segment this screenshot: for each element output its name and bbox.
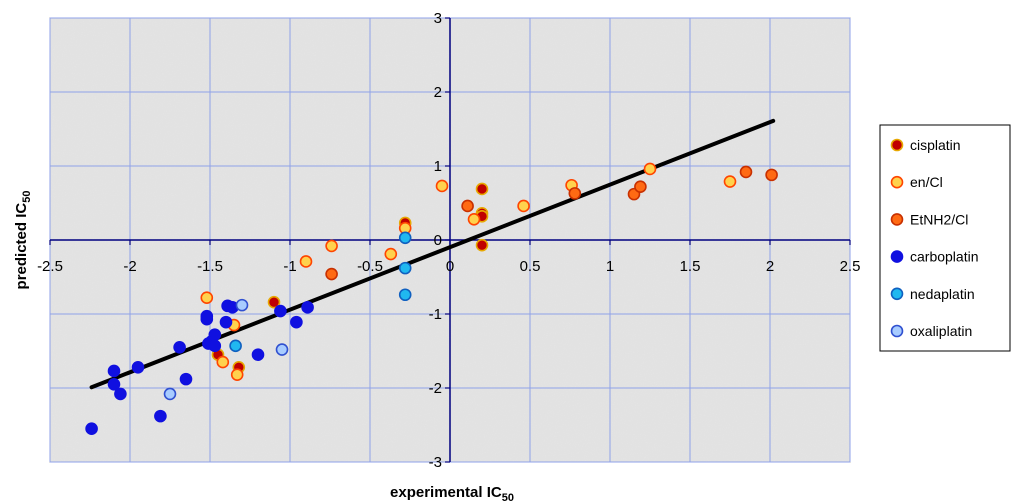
point-carboplatin [179, 372, 193, 386]
x-tick-labels: -2.5 -2 -1.5 -1 -0.5 0 0.5 1 1.5 2 2.5 [37, 258, 860, 275]
legend-label-carboplatin: carboplatin [910, 249, 979, 265]
point-en-cl [435, 179, 449, 193]
point-etnh2-cl [634, 180, 647, 194]
x-tick-label: 1.5 [680, 258, 701, 275]
point-cisplatin [475, 238, 489, 252]
x-axis-title-subscript: 50 [502, 492, 514, 501]
legend-marker-cisplatin [890, 138, 904, 152]
x-tick-label: -2.5 [37, 258, 63, 275]
legend-marker-oxaliplatin [890, 324, 904, 338]
point-en-cl [467, 212, 481, 226]
point-nedaplatin [398, 231, 412, 245]
legend-items: cisplatin en/Cl EtNH2/Cl carboplatin nedapla… [890, 137, 979, 339]
point-etnh2-cl [325, 267, 338, 281]
legend-label-etnh2-cl: EtNH2/Cl [910, 211, 968, 227]
point-etnh2-cl [461, 199, 474, 213]
point-en-cl [299, 255, 313, 268]
x-tick-label: 2.5 [840, 258, 861, 275]
point-carboplatin [154, 409, 167, 423]
point-carboplatin [301, 301, 314, 314]
point-en-cl [230, 368, 244, 381]
point-en-cl [200, 291, 214, 305]
y-axis-title-subscript: 50 [21, 191, 33, 203]
point-oxaliplatin [235, 298, 249, 312]
point-nedaplatin [398, 288, 412, 302]
y-tick-label: 1 [434, 158, 442, 175]
y-axis-title-main: predicted IC [13, 203, 30, 290]
point-carboplatin [107, 364, 121, 378]
point-en-cl [325, 239, 338, 253]
legend-marker-nedaplatin [890, 287, 904, 301]
legend-label-cisplatin: cisplatin [910, 137, 961, 153]
data-points [85, 162, 778, 436]
y-tick-label: 0 [434, 232, 442, 249]
point-nedaplatin [398, 261, 412, 275]
legend-box [879, 124, 1011, 352]
point-carboplatin [219, 315, 233, 329]
point-oxaliplatin [275, 343, 289, 356]
axes [49, 17, 851, 463]
plot-area: -2.5 -2 -1.5 -1 -0.5 0 0.5 1 1.5 2 2.5 -3 -2 -1 0 1 2 3 [37, 10, 860, 471]
point-carboplatin [131, 360, 145, 374]
x-tick-label: -0.5 [357, 258, 383, 275]
point-carboplatin [274, 304, 287, 318]
point-en-cl [216, 355, 230, 369]
y-axis-title: predicted IC50 [13, 191, 33, 290]
y-tick-label: -3 [429, 454, 442, 471]
x-axis-title-main: experimental IC [390, 484, 502, 501]
legend-marker-carboplatin [890, 250, 904, 263]
point-etnh2-cl [765, 168, 778, 182]
point-etnh2-cl [568, 187, 582, 200]
x-tick-label: -1.5 [197, 258, 223, 275]
legend-marker-en-cl [890, 175, 904, 189]
legend-label-oxaliplatin: oxaliplatin [910, 323, 972, 339]
legend-label-nedaplatin: nedaplatin [910, 286, 975, 302]
point-oxaliplatin [163, 387, 177, 401]
y-tick-label: -1 [429, 306, 442, 323]
point-en-cl [517, 199, 530, 213]
point-en-cl [723, 175, 737, 188]
y-tick-label: 2 [434, 84, 442, 101]
x-axis-title: experimental IC50 [390, 484, 514, 501]
y-tick-label: -2 [429, 380, 442, 397]
point-carboplatin [107, 377, 121, 391]
x-tick-label: 2 [766, 258, 774, 275]
point-cisplatin [267, 295, 281, 309]
point-carboplatin [251, 348, 265, 362]
x-tick-label: -2 [123, 258, 136, 275]
point-carboplatin [290, 315, 303, 329]
x-tick-label: -1 [283, 258, 296, 275]
y-tick-label: 3 [434, 10, 442, 27]
legend-label-en-cl: en/Cl [910, 174, 943, 190]
point-en-cl [384, 247, 398, 261]
legend: cisplatin en/Cl EtNH2/Cl carboplatin nedapla… [879, 124, 1011, 352]
point-en-cl [643, 162, 657, 176]
point-carboplatin [208, 339, 222, 353]
x-tick-label: 0 [446, 258, 454, 275]
point-carboplatin [173, 340, 186, 354]
x-tick-label: 0.5 [520, 258, 541, 275]
y-tick-labels: -3 -2 -1 0 1 2 3 [429, 10, 442, 471]
point-cisplatin [475, 182, 489, 196]
point-etnh2-cl [739, 165, 753, 179]
point-carboplatin [114, 387, 127, 401]
legend-marker-etnh2-cl [890, 213, 904, 226]
x-tick-label: 1 [606, 258, 614, 275]
point-carboplatin [200, 312, 214, 326]
point-carboplatin [85, 422, 98, 436]
point-carboplatin [208, 328, 222, 342]
point-nedaplatin [229, 339, 242, 353]
